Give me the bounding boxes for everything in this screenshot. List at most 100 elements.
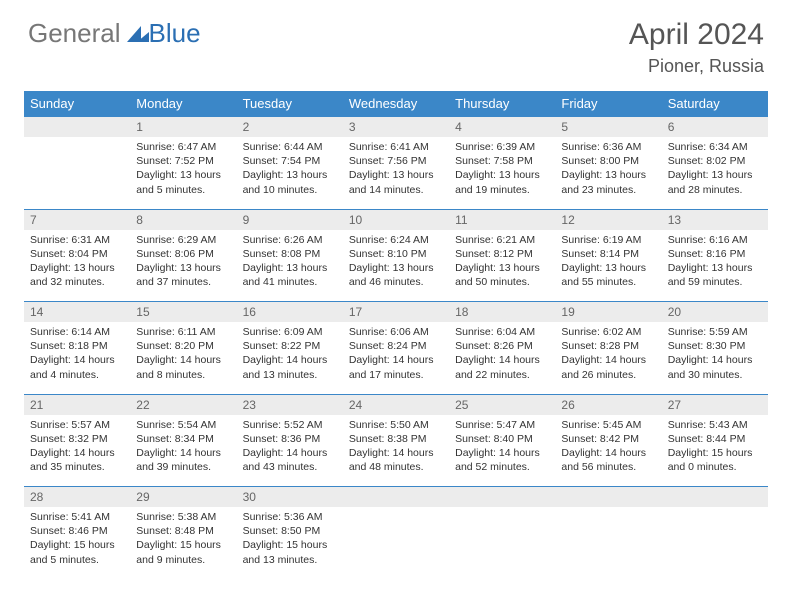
sunrise-text: Sunrise: 6:44 AM <box>243 140 337 154</box>
weekday-header: Sunday <box>24 91 130 117</box>
sunset-text: Sunset: 8:00 PM <box>561 154 655 168</box>
sunset-text: Sunset: 8:38 PM <box>349 432 443 446</box>
daylight-text: Daylight: 14 hours and 22 minutes. <box>455 353 549 381</box>
sunset-text: Sunset: 8:26 PM <box>455 339 549 353</box>
sunset-text: Sunset: 8:10 PM <box>349 247 443 261</box>
day-number-cell <box>24 117 130 138</box>
day-data-cell <box>662 507 768 579</box>
day-number-cell: 19 <box>555 302 661 323</box>
day-data-cell: Sunrise: 6:31 AMSunset: 8:04 PMDaylight:… <box>24 230 130 302</box>
daylight-text: Daylight: 15 hours and 5 minutes. <box>30 538 124 566</box>
title-block: April 2024 Pioner, Russia <box>629 18 764 77</box>
day-number-cell: 11 <box>449 209 555 230</box>
day-details: Sunrise: 6:36 AMSunset: 8:00 PMDaylight:… <box>561 140 655 197</box>
day-number-cell: 27 <box>662 394 768 415</box>
brand-logo: General Blue <box>28 18 201 49</box>
sunrise-text: Sunrise: 5:41 AM <box>30 510 124 524</box>
sunrise-text: Sunrise: 5:57 AM <box>30 418 124 432</box>
sunset-text: Sunset: 7:58 PM <box>455 154 549 168</box>
sunrise-text: Sunrise: 6:11 AM <box>136 325 230 339</box>
daylight-text: Daylight: 15 hours and 9 minutes. <box>136 538 230 566</box>
daylight-text: Daylight: 13 hours and 19 minutes. <box>455 168 549 196</box>
daylight-text: Daylight: 13 hours and 23 minutes. <box>561 168 655 196</box>
day-data-cell <box>555 507 661 579</box>
day-details: Sunrise: 6:41 AMSunset: 7:56 PMDaylight:… <box>349 140 443 197</box>
day-number-cell: 20 <box>662 302 768 323</box>
day-number-cell: 29 <box>130 487 236 508</box>
sunset-text: Sunset: 7:54 PM <box>243 154 337 168</box>
sunset-text: Sunset: 8:44 PM <box>668 432 762 446</box>
sunset-text: Sunset: 8:24 PM <box>349 339 443 353</box>
day-data-cell: Sunrise: 6:29 AMSunset: 8:06 PMDaylight:… <box>130 230 236 302</box>
day-number-row: 14151617181920 <box>24 302 768 323</box>
day-data-row: Sunrise: 6:31 AMSunset: 8:04 PMDaylight:… <box>24 230 768 302</box>
day-number-cell: 18 <box>449 302 555 323</box>
sunrise-text: Sunrise: 5:54 AM <box>136 418 230 432</box>
day-number-cell: 25 <box>449 394 555 415</box>
daylight-text: Daylight: 13 hours and 59 minutes. <box>668 261 762 289</box>
sunrise-text: Sunrise: 6:31 AM <box>30 233 124 247</box>
day-details: Sunrise: 5:50 AMSunset: 8:38 PMDaylight:… <box>349 418 443 475</box>
day-details: Sunrise: 6:21 AMSunset: 8:12 PMDaylight:… <box>455 233 549 290</box>
day-data-cell: Sunrise: 5:52 AMSunset: 8:36 PMDaylight:… <box>237 415 343 487</box>
day-details: Sunrise: 5:43 AMSunset: 8:44 PMDaylight:… <box>668 418 762 475</box>
sunset-text: Sunset: 8:40 PM <box>455 432 549 446</box>
day-data-cell: Sunrise: 6:21 AMSunset: 8:12 PMDaylight:… <box>449 230 555 302</box>
day-details: Sunrise: 5:59 AMSunset: 8:30 PMDaylight:… <box>668 325 762 382</box>
day-data-cell: Sunrise: 6:24 AMSunset: 8:10 PMDaylight:… <box>343 230 449 302</box>
day-data-cell <box>449 507 555 579</box>
sunset-text: Sunset: 8:32 PM <box>30 432 124 446</box>
day-number-cell: 23 <box>237 394 343 415</box>
sunrise-text: Sunrise: 5:59 AM <box>668 325 762 339</box>
daylight-text: Daylight: 14 hours and 39 minutes. <box>136 446 230 474</box>
weekday-header: Wednesday <box>343 91 449 117</box>
day-data-cell: Sunrise: 6:34 AMSunset: 8:02 PMDaylight:… <box>662 137 768 209</box>
day-data-row: Sunrise: 6:14 AMSunset: 8:18 PMDaylight:… <box>24 322 768 394</box>
sunset-text: Sunset: 8:14 PM <box>561 247 655 261</box>
sunrise-text: Sunrise: 6:04 AM <box>455 325 549 339</box>
sunrise-text: Sunrise: 6:29 AM <box>136 233 230 247</box>
day-data-row: Sunrise: 5:41 AMSunset: 8:46 PMDaylight:… <box>24 507 768 579</box>
day-data-cell: Sunrise: 5:59 AMSunset: 8:30 PMDaylight:… <box>662 322 768 394</box>
daylight-text: Daylight: 13 hours and 41 minutes. <box>243 261 337 289</box>
daylight-text: Daylight: 14 hours and 35 minutes. <box>30 446 124 474</box>
day-number-cell: 12 <box>555 209 661 230</box>
day-details: Sunrise: 6:19 AMSunset: 8:14 PMDaylight:… <box>561 233 655 290</box>
weekday-header-row: Sunday Monday Tuesday Wednesday Thursday… <box>24 91 768 117</box>
daylight-text: Daylight: 13 hours and 32 minutes. <box>30 261 124 289</box>
weekday-header: Saturday <box>662 91 768 117</box>
day-number-cell: 2 <box>237 117 343 138</box>
sunset-text: Sunset: 8:46 PM <box>30 524 124 538</box>
day-data-cell: Sunrise: 6:39 AMSunset: 7:58 PMDaylight:… <box>449 137 555 209</box>
day-data-row: Sunrise: 5:57 AMSunset: 8:32 PMDaylight:… <box>24 415 768 487</box>
sunset-text: Sunset: 8:50 PM <box>243 524 337 538</box>
weekday-header: Tuesday <box>237 91 343 117</box>
day-number-cell: 22 <box>130 394 236 415</box>
day-number-cell <box>449 487 555 508</box>
sunset-text: Sunset: 8:48 PM <box>136 524 230 538</box>
daylight-text: Daylight: 14 hours and 48 minutes. <box>349 446 443 474</box>
day-number-cell: 1 <box>130 117 236 138</box>
day-number-cell: 5 <box>555 117 661 138</box>
daylight-text: Daylight: 14 hours and 17 minutes. <box>349 353 443 381</box>
day-number-cell: 16 <box>237 302 343 323</box>
sunset-text: Sunset: 8:04 PM <box>30 247 124 261</box>
day-number-cell: 21 <box>24 394 130 415</box>
day-number-cell: 15 <box>130 302 236 323</box>
day-data-cell: Sunrise: 6:44 AMSunset: 7:54 PMDaylight:… <box>237 137 343 209</box>
sunset-text: Sunset: 7:52 PM <box>136 154 230 168</box>
day-number-cell: 28 <box>24 487 130 508</box>
day-data-cell: Sunrise: 6:06 AMSunset: 8:24 PMDaylight:… <box>343 322 449 394</box>
day-number-cell: 13 <box>662 209 768 230</box>
sunrise-text: Sunrise: 5:47 AM <box>455 418 549 432</box>
sunrise-text: Sunrise: 5:43 AM <box>668 418 762 432</box>
day-details: Sunrise: 5:47 AMSunset: 8:40 PMDaylight:… <box>455 418 549 475</box>
day-details: Sunrise: 5:41 AMSunset: 8:46 PMDaylight:… <box>30 510 124 567</box>
day-data-cell: Sunrise: 5:45 AMSunset: 8:42 PMDaylight:… <box>555 415 661 487</box>
day-data-cell: Sunrise: 6:14 AMSunset: 8:18 PMDaylight:… <box>24 322 130 394</box>
day-data-cell <box>24 137 130 209</box>
day-number-cell: 6 <box>662 117 768 138</box>
day-number-cell: 7 <box>24 209 130 230</box>
calendar-body: 123456Sunrise: 6:47 AMSunset: 7:52 PMDay… <box>24 117 768 580</box>
weekday-header: Thursday <box>449 91 555 117</box>
